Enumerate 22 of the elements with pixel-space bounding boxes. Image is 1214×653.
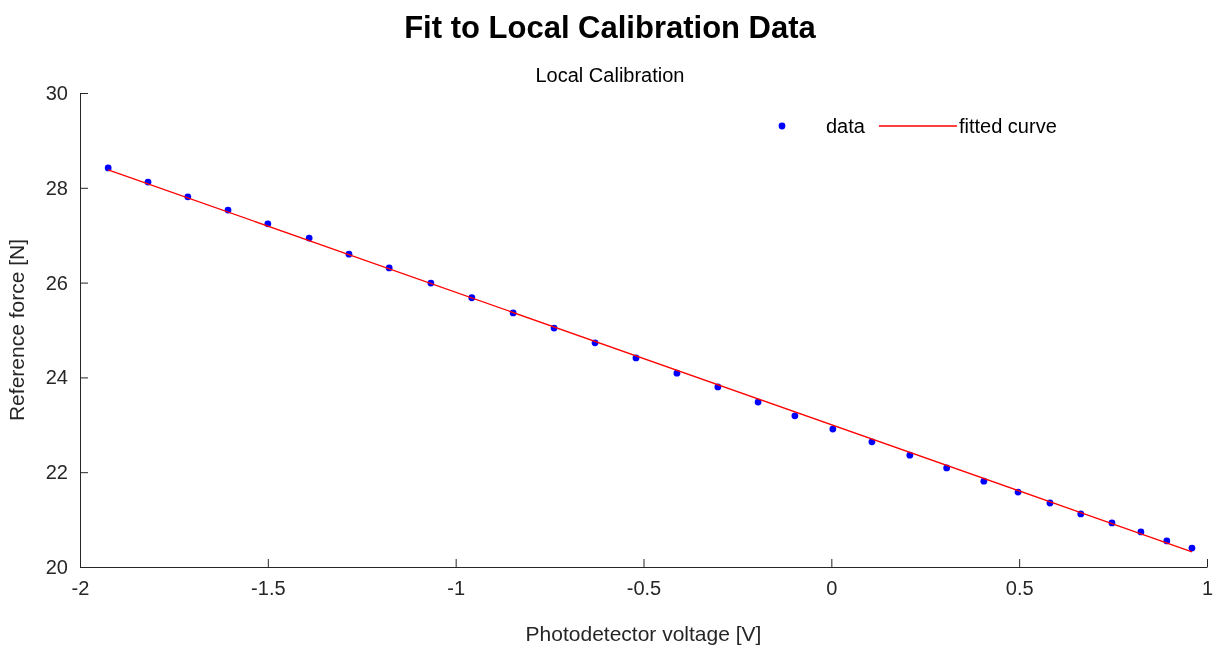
y-tick-label: 26 xyxy=(45,271,68,294)
y-axis-title: Reference force [N] xyxy=(5,238,28,422)
x-axis-title: Photodetector voltage [V] xyxy=(525,622,762,645)
legend-label: fitted curve xyxy=(958,115,1057,137)
x-tick-label: -1.5 xyxy=(251,577,286,600)
chart-title: Fit to Local Calibration Data xyxy=(404,10,817,45)
chart-subtitle: Local Calibration xyxy=(535,64,685,86)
legend-label: data xyxy=(826,115,866,137)
point xyxy=(1188,544,1196,552)
y-tick-label: 22 xyxy=(45,461,68,484)
point xyxy=(791,412,799,420)
x-tick-label: 0.5 xyxy=(1005,577,1034,600)
y-tick-label: 24 xyxy=(45,366,68,389)
point xyxy=(829,425,837,433)
y-tick-label: 30 xyxy=(45,81,68,104)
x-tick-label: 1 xyxy=(1201,577,1214,600)
x-tick-label: -1 xyxy=(447,577,466,600)
y-tick-label: 28 xyxy=(45,176,68,199)
y-tick-label: 20 xyxy=(45,555,68,578)
x-tick-label: -0.5 xyxy=(626,577,662,600)
x-tick-label: -2 xyxy=(71,577,90,600)
x-tick-label: 0 xyxy=(826,577,838,600)
